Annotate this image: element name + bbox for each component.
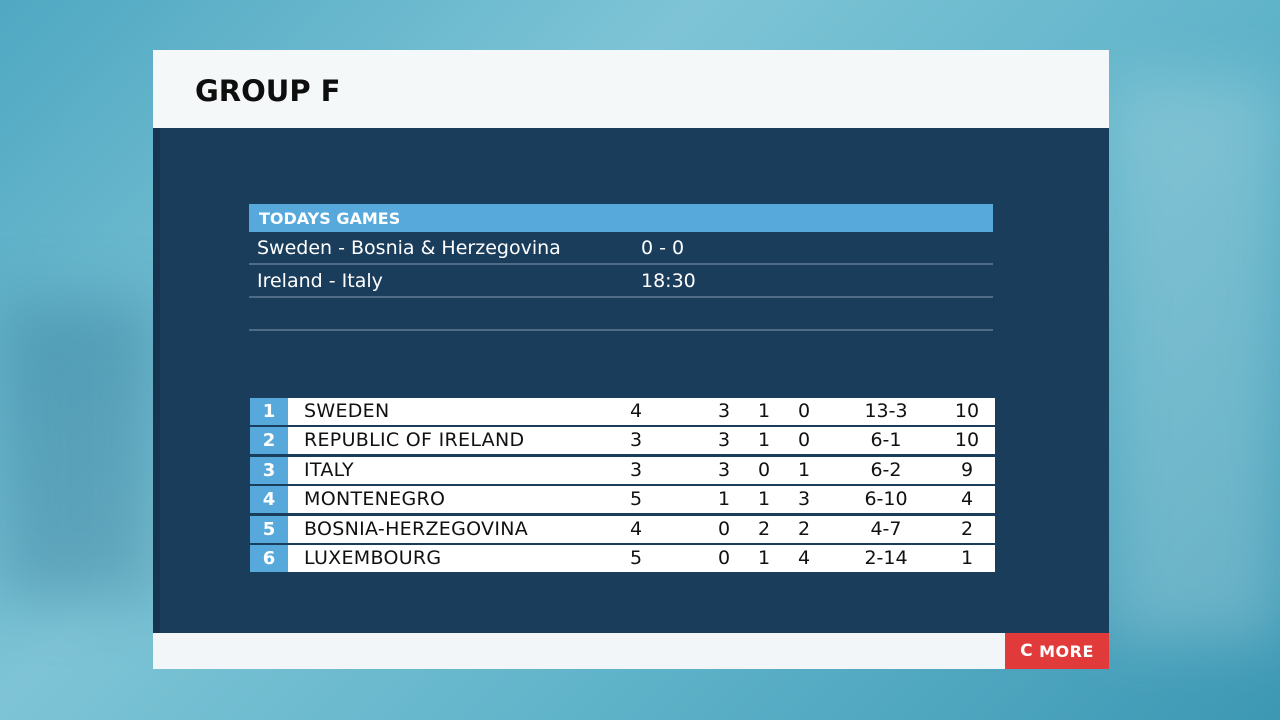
- points-cell: 10: [954, 429, 980, 452]
- played-cell: 5: [629, 546, 643, 569]
- standings-row: 5 BOSNIA-HERZEGOVINA 4 0 2 2 4-7 2: [250, 515, 995, 543]
- todays-games: TODAYS GAMES Sweden - Bosnia & Herzegovi…: [249, 204, 993, 331]
- team-name: SWEDEN: [304, 400, 390, 422]
- game-row: Ireland - Italy 18:30: [249, 265, 993, 298]
- played-cell: 3: [629, 429, 643, 452]
- position-badge: 6: [250, 544, 288, 572]
- team-name: ITALY: [304, 458, 354, 481]
- points-cell: 10: [954, 400, 980, 422]
- goals-cell: 6-1: [870, 429, 902, 452]
- game-match: Sweden - Bosnia & Herzegovina: [257, 237, 561, 259]
- goals-cell: 4-7: [870, 517, 902, 540]
- won-cell: 0: [717, 546, 731, 569]
- goals-cell: 6-2: [870, 458, 902, 481]
- played-cell: 4: [629, 517, 643, 540]
- position-badge: 1: [250, 398, 288, 425]
- points-cell: 9: [960, 458, 974, 481]
- game-row-empty: [249, 298, 993, 331]
- standings-row: 6 LUXEMBOURG 5 0 1 4 2-14 1: [250, 544, 995, 572]
- standings-row: 4 MONTENEGRO 5 1 1 3 6-10 4: [250, 486, 995, 514]
- background-blur-right: [1110, 80, 1280, 640]
- drawn-cell: 1: [757, 400, 771, 422]
- drawn-cell: 2: [757, 517, 771, 540]
- goals-cell: 6-10: [864, 488, 908, 511]
- panel-footer: C MORE: [153, 633, 1109, 669]
- played-cell: 4: [629, 400, 643, 422]
- lost-cell: 4: [797, 546, 811, 569]
- lost-cell: 1: [797, 458, 811, 481]
- played-cell: 5: [629, 488, 643, 511]
- brand-label: MORE: [1039, 641, 1094, 661]
- position-badge: 2: [250, 427, 288, 455]
- lost-cell: 0: [797, 429, 811, 452]
- goals-cell: 2-14: [864, 546, 908, 569]
- lost-cell: 2: [797, 517, 811, 540]
- won-cell: 1: [717, 488, 731, 511]
- won-cell: 3: [717, 458, 731, 481]
- game-match: Ireland - Italy: [257, 270, 383, 292]
- won-cell: 3: [717, 429, 731, 452]
- won-cell: 3: [717, 400, 731, 422]
- won-cell: 0: [717, 517, 731, 540]
- lost-cell: 0: [797, 400, 811, 422]
- drawn-cell: 0: [757, 458, 771, 481]
- standings-row: 2 REPUBLIC OF IRELAND 3 3 1 0 6-1 10: [250, 427, 995, 455]
- drawn-cell: 1: [757, 488, 771, 511]
- goals-cell: 13-3: [864, 400, 908, 422]
- brand-c-icon: C: [1020, 641, 1034, 661]
- todays-games-header: TODAYS GAMES: [249, 204, 993, 232]
- group-panel: GROUP F TODAYS GAMES Sweden - Bosnia & H…: [153, 50, 1109, 669]
- team-name: MONTENEGRO: [304, 488, 446, 511]
- lost-cell: 3: [797, 488, 811, 511]
- drawn-cell: 1: [757, 546, 771, 569]
- game-score: 0 - 0: [641, 237, 685, 259]
- points-cell: 1: [960, 546, 974, 569]
- brand-logo: C MORE: [1005, 633, 1109, 669]
- standings-row: 3 ITALY 3 3 0 1 6-2 9: [250, 456, 995, 484]
- drawn-cell: 1: [757, 429, 771, 452]
- game-score: 18:30: [641, 270, 696, 292]
- position-badge: 3: [250, 456, 288, 484]
- background-blur-left: [0, 300, 160, 600]
- group-title: GROUP F: [195, 74, 341, 108]
- points-cell: 2: [960, 517, 974, 540]
- game-row: Sweden - Bosnia & Herzegovina 0 - 0: [249, 232, 993, 265]
- position-badge: 5: [250, 515, 288, 543]
- standings-table: 1 SWEDEN 4 3 1 0 13-3 10 2 REPUBLIC OF I…: [250, 398, 995, 574]
- panel-header: GROUP F: [153, 50, 1109, 128]
- standings-row: 1 SWEDEN 4 3 1 0 13-3 10: [250, 398, 995, 425]
- points-cell: 4: [960, 488, 974, 511]
- played-cell: 3: [629, 458, 643, 481]
- team-name: LUXEMBOURG: [304, 546, 442, 569]
- panel-edge: [153, 128, 160, 633]
- team-name: BOSNIA-HERZEGOVINA: [304, 517, 529, 540]
- team-name: REPUBLIC OF IRELAND: [304, 429, 525, 452]
- position-badge: 4: [250, 486, 288, 514]
